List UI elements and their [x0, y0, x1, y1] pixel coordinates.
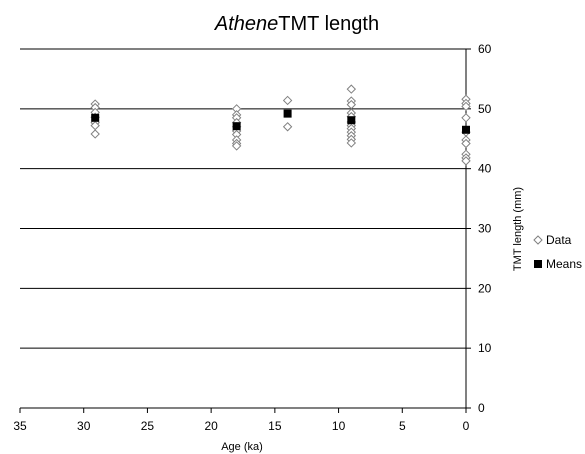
- legend-item-data: Data: [533, 233, 572, 247]
- legend-label-means: Means: [546, 257, 582, 271]
- data-point: [282, 122, 293, 132]
- x-tick-label: 35: [13, 419, 27, 433]
- y-tick-labels: 0 10 20 30 40 50 60: [478, 42, 492, 415]
- gridlines: [20, 48, 466, 409]
- mean-point: [347, 116, 356, 125]
- chart-title: AtheneTMT length: [214, 13, 379, 35]
- data-point: [231, 141, 242, 151]
- x-tick-labels: 35 30 25 20 15 10 5 0: [13, 419, 469, 433]
- legend-label-data: Data: [546, 233, 572, 247]
- data-point: [461, 138, 471, 149]
- data-point: [461, 156, 471, 166]
- legend-marker-filled-square: [534, 260, 542, 268]
- y-tick-label: 10: [478, 341, 492, 355]
- means-series-points: [91, 109, 470, 134]
- x-tick-label: 0: [463, 419, 470, 433]
- data-point: [461, 113, 471, 123]
- data-point: [461, 101, 471, 112]
- chart-title-rest: TMT length: [278, 13, 379, 35]
- mean-point: [91, 113, 100, 122]
- legend: Data Means: [533, 233, 582, 271]
- x-tick-label: 10: [332, 419, 346, 433]
- data-point: [90, 129, 100, 139]
- mean-point: [232, 122, 241, 131]
- axes: [19, 48, 471, 413]
- y-tick-label: 50: [478, 102, 492, 116]
- x-tick-label: 5: [399, 419, 406, 433]
- data-series-points: [90, 84, 471, 166]
- x-tick-label: 20: [204, 419, 218, 433]
- mean-point: [462, 125, 470, 134]
- y-tick-label: 0: [478, 401, 485, 415]
- data-point: [346, 84, 357, 94]
- chart-title-italic: Athene: [214, 13, 278, 35]
- data-point: [346, 138, 357, 148]
- y-tick-label: 20: [478, 281, 492, 295]
- data-point: [282, 95, 293, 106]
- y-tick-label: 60: [478, 42, 492, 56]
- y-tick-label: 40: [478, 162, 492, 176]
- y-tick-label: 30: [478, 222, 492, 236]
- x-tick-label: 30: [77, 419, 91, 433]
- y-axis-title: TMT length (mm): [512, 187, 524, 271]
- legend-item-means: Means: [534, 257, 582, 271]
- x-axis-title: Age (ka): [221, 441, 263, 453]
- x-tick-label: 25: [141, 419, 155, 433]
- legend-marker-open-diamond: [533, 235, 543, 245]
- mean-point: [283, 109, 292, 118]
- x-tick-label: 15: [268, 419, 282, 433]
